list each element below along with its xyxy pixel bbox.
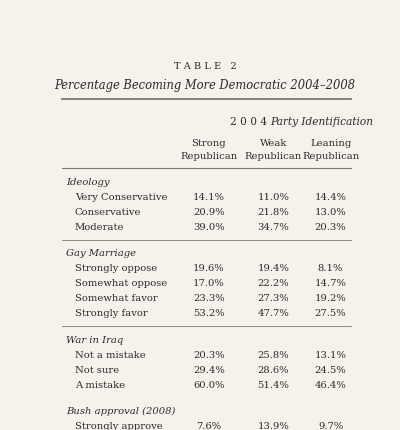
Text: Very Conservative: Very Conservative <box>75 193 167 202</box>
Text: 13.1%: 13.1% <box>315 351 346 360</box>
Text: Not a mistake: Not a mistake <box>75 351 146 360</box>
Text: 47.7%: 47.7% <box>257 309 289 318</box>
Text: Republican: Republican <box>302 152 359 161</box>
Text: 27.5%: 27.5% <box>315 309 346 318</box>
Text: 53.2%: 53.2% <box>193 309 225 318</box>
Text: 29.4%: 29.4% <box>193 366 225 375</box>
Text: Percentage Becoming More Democratic 2004–2008: Percentage Becoming More Democratic 2004… <box>54 79 356 92</box>
Text: Republican: Republican <box>244 152 302 161</box>
Text: Strongly oppose: Strongly oppose <box>75 264 157 273</box>
Text: 14.7%: 14.7% <box>315 280 346 288</box>
Text: Party Identification: Party Identification <box>270 117 373 127</box>
Text: Strong: Strong <box>192 138 226 147</box>
Text: Bush approval (2008): Bush approval (2008) <box>66 407 176 417</box>
Text: 51.4%: 51.4% <box>257 381 289 390</box>
Text: 19.2%: 19.2% <box>315 294 346 303</box>
Text: 20.9%: 20.9% <box>193 208 225 217</box>
Text: 8.1%: 8.1% <box>318 264 343 273</box>
Text: 11.0%: 11.0% <box>257 193 289 202</box>
Text: 19.6%: 19.6% <box>193 264 225 273</box>
Text: 24.5%: 24.5% <box>315 366 346 375</box>
Text: Conservative: Conservative <box>75 208 141 217</box>
Text: 28.6%: 28.6% <box>258 366 289 375</box>
Text: Ideology: Ideology <box>66 178 110 187</box>
Text: 60.0%: 60.0% <box>193 381 225 390</box>
Text: Republican: Republican <box>180 152 238 161</box>
Text: Leaning: Leaning <box>310 138 351 147</box>
Text: 25.8%: 25.8% <box>257 351 289 360</box>
Text: Not sure: Not sure <box>75 366 119 375</box>
Text: Somewhat favor: Somewhat favor <box>75 294 158 303</box>
Text: Moderate: Moderate <box>75 223 124 232</box>
Text: 14.1%: 14.1% <box>193 193 225 202</box>
Text: 46.4%: 46.4% <box>315 381 346 390</box>
Text: 13.0%: 13.0% <box>315 208 346 217</box>
Text: A mistake: A mistake <box>75 381 125 390</box>
Text: 14.4%: 14.4% <box>314 193 346 202</box>
Text: 39.0%: 39.0% <box>193 223 225 232</box>
Text: Somewhat oppose: Somewhat oppose <box>75 280 167 288</box>
Text: Weak: Weak <box>260 138 287 147</box>
Text: 2 0 0 4: 2 0 0 4 <box>230 117 270 127</box>
Text: 17.0%: 17.0% <box>193 280 225 288</box>
Text: 20.3%: 20.3% <box>193 351 225 360</box>
Text: T A B L E   2: T A B L E 2 <box>174 62 236 71</box>
Text: 19.4%: 19.4% <box>257 264 289 273</box>
Text: Strongly favor: Strongly favor <box>75 309 148 318</box>
Text: 22.2%: 22.2% <box>257 280 289 288</box>
Text: War in Iraq: War in Iraq <box>66 336 124 345</box>
Text: Gay Marriage: Gay Marriage <box>66 249 136 258</box>
Text: 34.7%: 34.7% <box>257 223 289 232</box>
Text: 21.8%: 21.8% <box>257 208 289 217</box>
Text: 23.3%: 23.3% <box>193 294 225 303</box>
Text: 20.3%: 20.3% <box>315 223 346 232</box>
Text: 9.7%: 9.7% <box>318 422 343 430</box>
Text: 13.9%: 13.9% <box>257 422 289 430</box>
Text: 7.6%: 7.6% <box>196 422 222 430</box>
Text: Strongly approve: Strongly approve <box>75 422 162 430</box>
Text: 27.3%: 27.3% <box>257 294 289 303</box>
